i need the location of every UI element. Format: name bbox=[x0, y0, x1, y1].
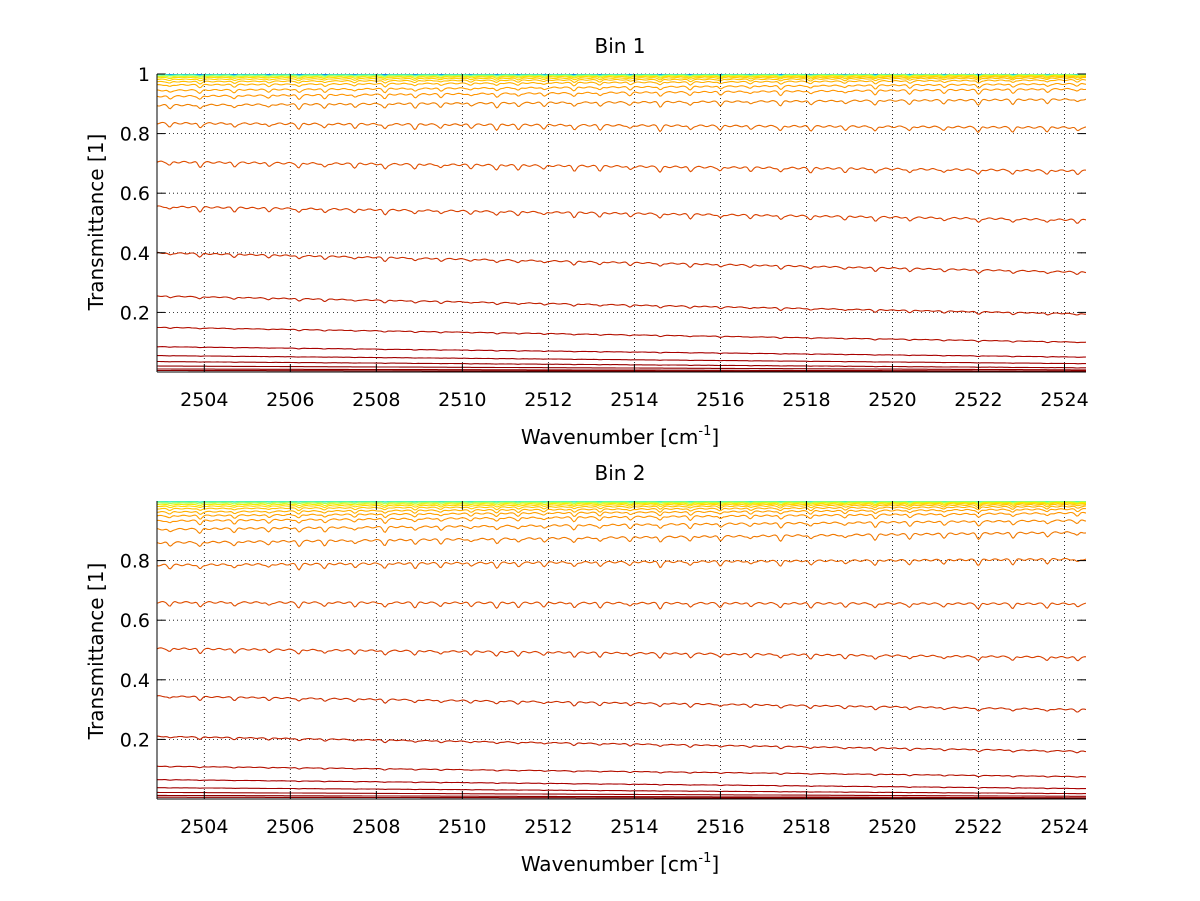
series-line bbox=[157, 600, 1086, 610]
series-line bbox=[157, 503, 1086, 512]
x-tick-label: 2516 bbox=[696, 816, 744, 838]
series-line bbox=[157, 76, 1086, 85]
series-line bbox=[157, 695, 1086, 713]
series-line bbox=[157, 735, 1086, 754]
x-tick-label: 2518 bbox=[782, 389, 830, 411]
x-tick-label: 2506 bbox=[266, 389, 314, 411]
series-line bbox=[157, 511, 1086, 526]
series-line bbox=[157, 346, 1086, 358]
y-tick-label: 0.2 bbox=[120, 729, 150, 751]
x-axis-label-sup: -1 bbox=[698, 851, 711, 866]
series-line bbox=[157, 205, 1086, 224]
plot-background bbox=[157, 74, 1086, 372]
y-tick-label: 0.8 bbox=[120, 124, 150, 146]
series-line bbox=[157, 501, 1086, 505]
series-line bbox=[157, 557, 1086, 571]
series-line bbox=[157, 519, 1086, 534]
series-line bbox=[157, 75, 1086, 80]
y-tick-label: 0.2 bbox=[120, 302, 150, 324]
x-axis-label-end: ] bbox=[711, 852, 719, 876]
series-line bbox=[157, 779, 1086, 790]
series-line bbox=[157, 87, 1086, 101]
x-tick-label: 2520 bbox=[868, 389, 916, 411]
y-axis-label: Transmittance [1] bbox=[84, 134, 108, 312]
series-line bbox=[157, 787, 1086, 795]
series-line bbox=[157, 82, 1086, 95]
series-line bbox=[157, 365, 1086, 371]
x-tick-label: 2522 bbox=[954, 816, 1002, 838]
x-axis-label-sup: -1 bbox=[698, 424, 711, 439]
y-axis-label: Transmittance [1] bbox=[84, 563, 108, 741]
x-tick-label: 2524 bbox=[1040, 816, 1088, 838]
series-line bbox=[157, 98, 1086, 111]
x-tick-label: 2520 bbox=[868, 816, 916, 838]
y-tick-label: 0.8 bbox=[120, 551, 150, 573]
series-line bbox=[157, 765, 1086, 778]
series-line bbox=[157, 368, 1086, 372]
series-line bbox=[157, 355, 1086, 365]
series-line bbox=[157, 74, 1086, 77]
series-line bbox=[157, 794, 1086, 799]
series-line bbox=[157, 74, 1086, 78]
y-tick-label: 0.6 bbox=[120, 610, 150, 632]
y-tick-label: 0.6 bbox=[120, 183, 150, 205]
series-line bbox=[157, 507, 1086, 520]
x-tick-label: 2504 bbox=[180, 816, 228, 838]
x-axis-label: Wavenumber [cm-1] bbox=[521, 851, 719, 876]
series-line bbox=[157, 121, 1086, 133]
x-tick-label: 2510 bbox=[438, 816, 486, 838]
x-tick-label: 2510 bbox=[438, 389, 486, 411]
series-line bbox=[157, 360, 1086, 369]
series-line bbox=[157, 531, 1086, 548]
series-group bbox=[157, 501, 1086, 799]
series-line bbox=[157, 796, 1086, 799]
y-tick-label: 1 bbox=[138, 64, 150, 86]
x-tick-label: 2516 bbox=[696, 389, 744, 411]
x-tick-label: 2512 bbox=[524, 816, 572, 838]
series-line bbox=[157, 75, 1086, 82]
series-line bbox=[157, 326, 1086, 344]
y-tick-label: 0.4 bbox=[120, 243, 150, 265]
series-line bbox=[157, 295, 1086, 316]
chart-title: Bin 2 bbox=[594, 461, 645, 485]
series-line bbox=[157, 79, 1086, 89]
x-tick-label: 2514 bbox=[610, 389, 658, 411]
series-group bbox=[157, 74, 1086, 372]
x-tick-label: 2524 bbox=[1040, 389, 1088, 411]
x-tick-label: 2504 bbox=[180, 389, 228, 411]
x-tick-label: 2508 bbox=[352, 389, 400, 411]
x-tick-label: 2506 bbox=[266, 816, 314, 838]
series-line bbox=[157, 647, 1086, 662]
series-line bbox=[157, 501, 1086, 507]
y-tick-label: 0.4 bbox=[120, 670, 150, 692]
x-tick-label: 2518 bbox=[782, 816, 830, 838]
chart-bin-1: Bin 1 2504 2506 2508 2510 2512 2514 2516 2518 25… bbox=[84, 34, 1089, 449]
series-line bbox=[157, 501, 1086, 503]
x-axis-label-main: Wavenumber [cm bbox=[521, 425, 699, 449]
plot-background bbox=[157, 501, 1086, 799]
series-line bbox=[157, 502, 1086, 509]
x-tick-label: 2508 bbox=[352, 816, 400, 838]
x-tick-label: 2512 bbox=[524, 389, 572, 411]
chart-title: Bin 1 bbox=[594, 34, 645, 58]
x-axis-label-end: ] bbox=[711, 425, 719, 449]
series-line bbox=[157, 251, 1086, 275]
series-line bbox=[157, 160, 1086, 176]
x-tick-label: 2514 bbox=[610, 816, 658, 838]
x-axis-label: Wavenumber [cm-1] bbox=[521, 424, 719, 449]
series-line bbox=[157, 791, 1086, 797]
x-tick-label: 2522 bbox=[954, 389, 1002, 411]
chart-bin-2: Bin 2 2504 2506 2508 2510 2512 2514 2516 2518 25… bbox=[84, 461, 1089, 876]
x-axis-label-main: Wavenumber [cm bbox=[521, 852, 699, 876]
series-line bbox=[157, 505, 1086, 515]
